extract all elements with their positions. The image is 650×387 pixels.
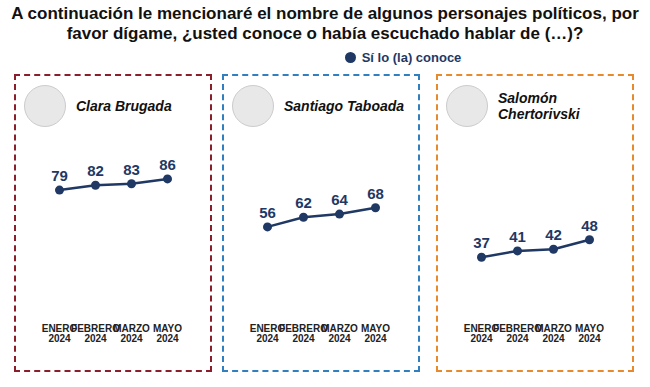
html-text:2024: 2024	[256, 332, 279, 344]
svg-text:48: 48	[581, 217, 598, 234]
html-text:2024: 2024	[506, 332, 529, 344]
svg-text:MAYO2024: MAYO2024	[361, 323, 390, 344]
svg-text:MARZO2024: MARZO2024	[535, 323, 572, 344]
html-text:Salomón Chertorivski: Salomón Chertorivski	[498, 90, 580, 122]
html-text:2024: 2024	[470, 332, 493, 344]
svg-text:62: 62	[295, 194, 312, 211]
html-text:2024: 2024	[48, 332, 71, 344]
svg-text:86: 86	[159, 156, 176, 173]
svg-text:MAYO2024: MAYO2024	[153, 323, 182, 344]
svg-text:68: 68	[367, 185, 384, 202]
svg-text:64: 64	[331, 191, 348, 208]
svg-text:42: 42	[545, 226, 562, 243]
html-text:Sí lo (la) conoce: Sí lo (la) conoce	[361, 49, 462, 65]
svg-text:41: 41	[509, 228, 526, 245]
html-text:Clara Brugada: Clara Brugada	[76, 98, 172, 114]
svg-text:MARZO2024: MARZO2024	[113, 323, 150, 344]
svg-text:82: 82	[87, 162, 104, 179]
html-text:ENERO: ENERO	[463, 322, 500, 334]
html-text:A continuación le mencionaré e: A continuación le mencionaré el nombre d…	[11, 4, 639, 43]
svg-text:79: 79	[51, 167, 68, 184]
html-text:FEBRERO: FEBRERO	[493, 322, 542, 334]
html-text:ENERO: ENERO	[41, 322, 78, 334]
svg-text:56: 56	[259, 204, 276, 221]
svg-text:MARZO2024: MARZO2024	[321, 323, 358, 344]
html-text:2024: 2024	[292, 332, 315, 344]
svg-text:37: 37	[473, 234, 490, 251]
svg-text:83: 83	[123, 161, 140, 178]
html-text:FEBRERO: FEBRERO	[279, 322, 328, 334]
svg-text:MAYO2024: MAYO2024	[575, 323, 604, 344]
html-text:2024: 2024	[84, 332, 107, 344]
html-text:Santiago Taboada: Santiago Taboada	[284, 98, 405, 114]
html-text:FEBRERO: FEBRERO	[71, 322, 120, 334]
html-text:ENERO: ENERO	[249, 322, 286, 334]
